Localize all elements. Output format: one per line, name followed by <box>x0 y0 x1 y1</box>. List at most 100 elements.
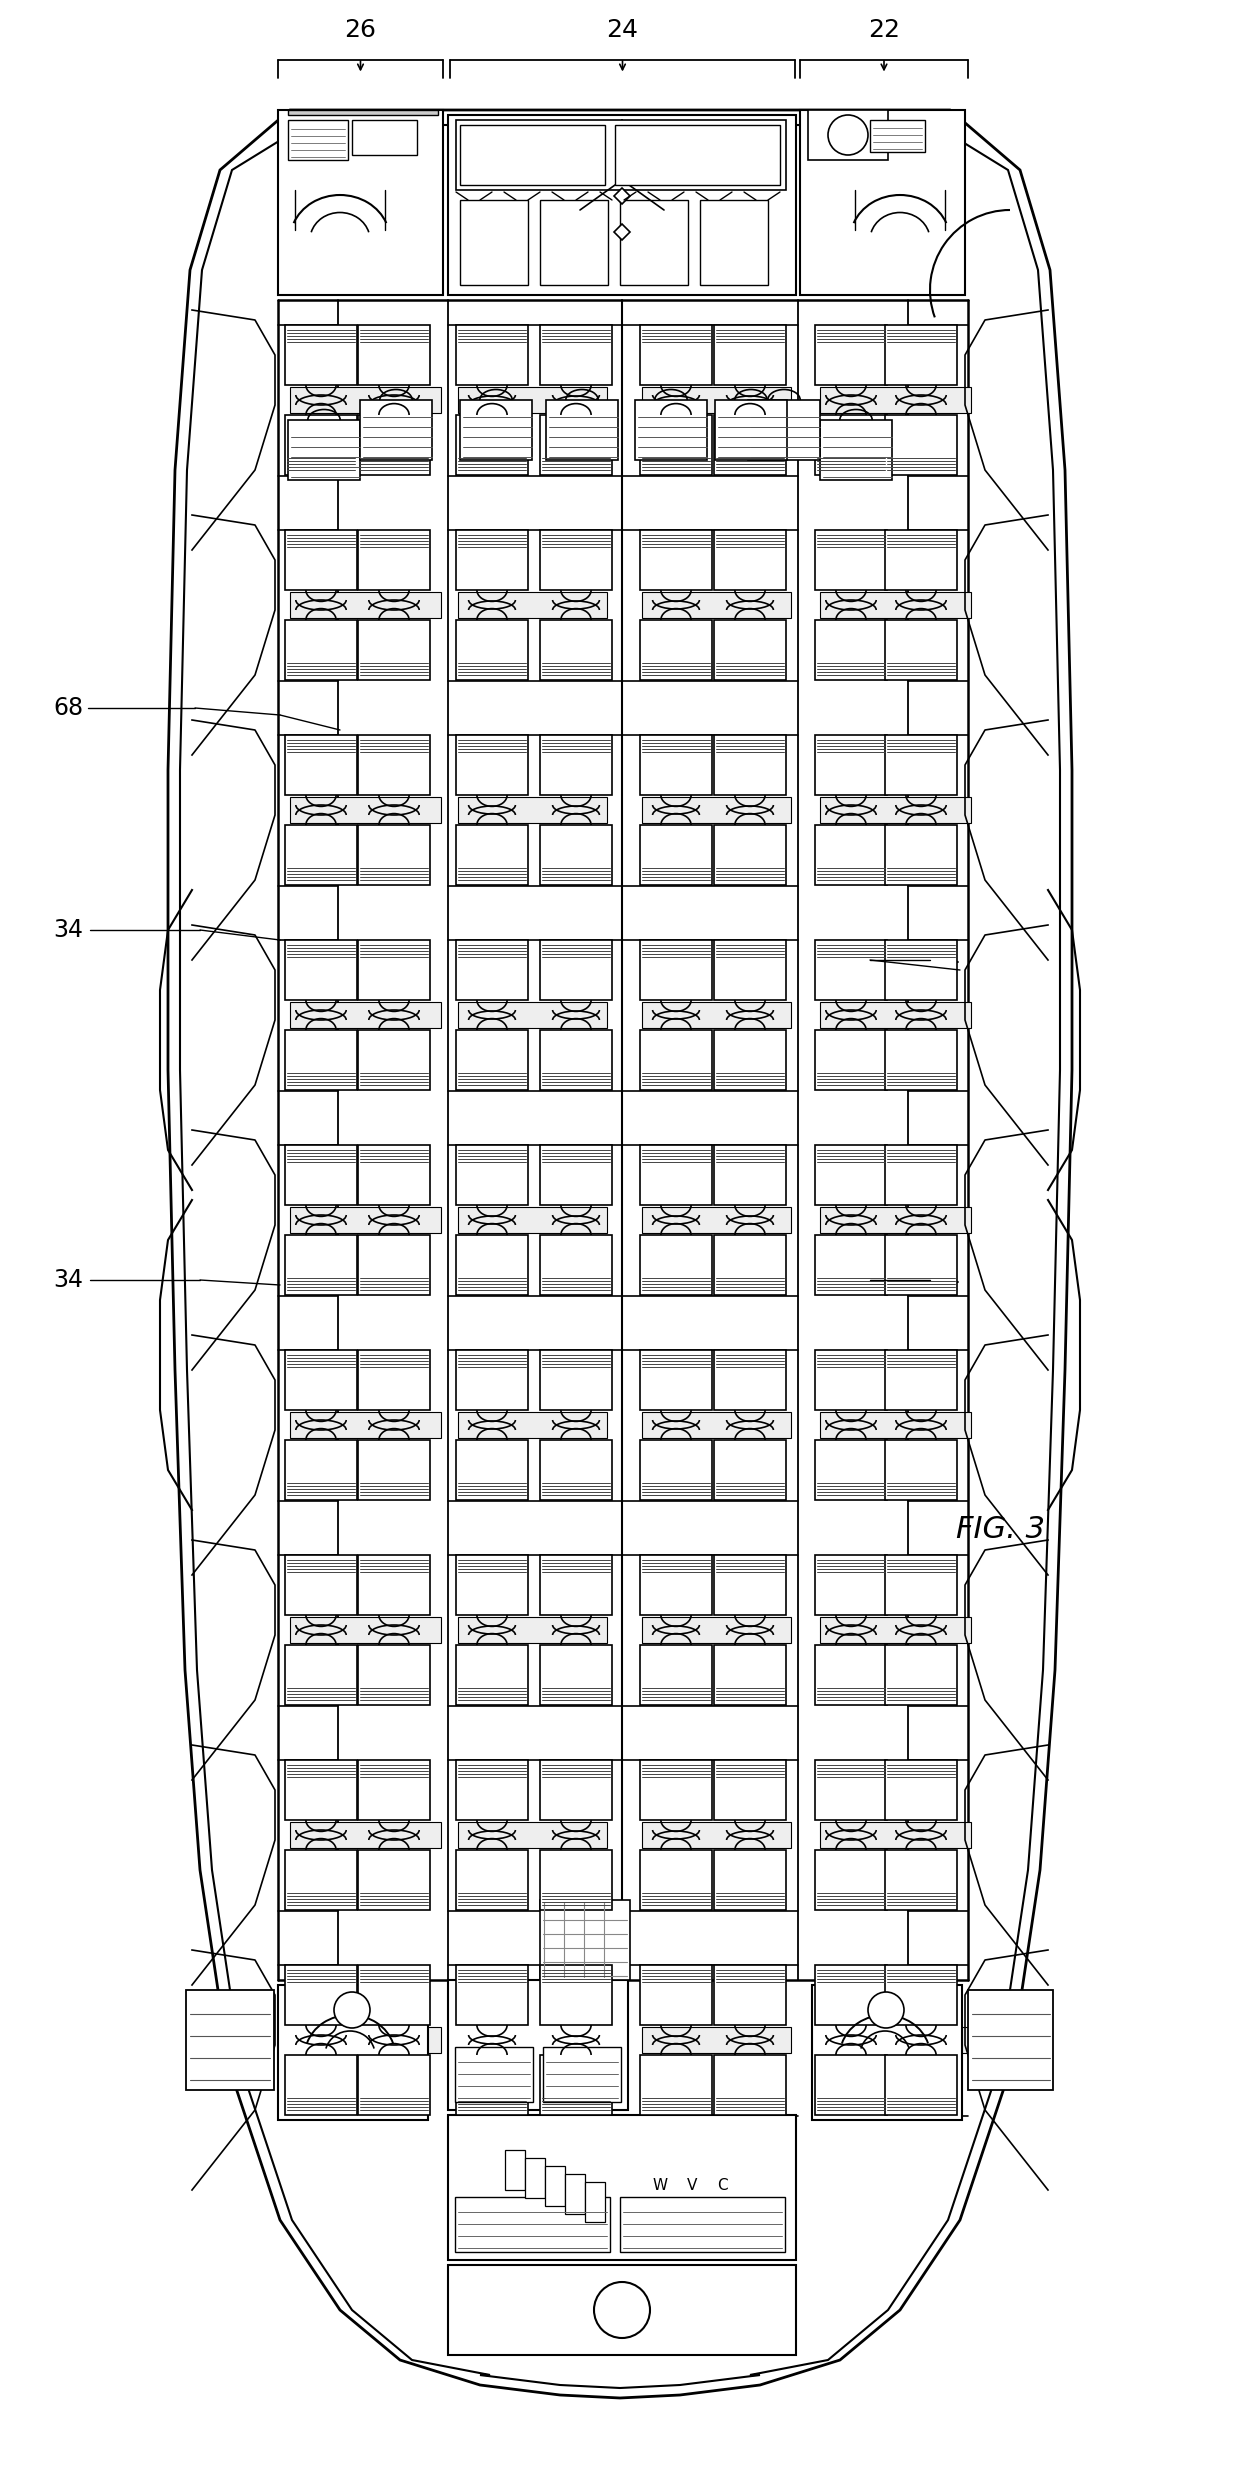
Text: 34: 34 <box>53 1267 83 1292</box>
Bar <box>820 593 971 618</box>
Bar <box>642 388 791 412</box>
Bar <box>642 2028 791 2053</box>
Bar <box>455 2196 610 2253</box>
Bar <box>448 1981 627 2109</box>
Bar <box>458 1618 608 1643</box>
Bar <box>460 200 528 284</box>
Bar <box>885 1966 957 2025</box>
Bar <box>358 1146 430 1205</box>
Bar <box>539 1030 613 1089</box>
Bar <box>714 1351 786 1410</box>
Bar <box>456 941 528 1000</box>
Bar <box>358 1351 430 1410</box>
Bar <box>640 1761 712 1820</box>
Bar <box>290 593 441 618</box>
Bar <box>714 1235 786 1294</box>
Bar <box>456 531 528 590</box>
Bar <box>642 593 791 618</box>
Bar <box>285 415 357 474</box>
Bar <box>456 2055 528 2114</box>
Bar <box>455 2048 533 2102</box>
Bar <box>640 2055 712 2114</box>
Bar <box>539 1966 613 2025</box>
Bar <box>885 1235 957 1294</box>
Bar <box>358 1235 430 1294</box>
Bar <box>285 1440 357 1499</box>
Circle shape <box>594 2282 650 2339</box>
Bar <box>815 620 887 679</box>
Bar <box>815 1235 887 1294</box>
Bar <box>714 1761 786 1820</box>
Bar <box>456 1645 528 1704</box>
Bar <box>456 1351 528 1410</box>
Bar <box>290 1823 441 1848</box>
Bar <box>358 2055 430 2114</box>
Bar <box>714 736 786 795</box>
Bar <box>290 388 441 412</box>
Bar <box>290 1208 441 1233</box>
Bar <box>885 326 957 385</box>
Polygon shape <box>614 188 630 205</box>
Text: 22: 22 <box>868 17 900 42</box>
Bar <box>885 1645 957 1704</box>
Bar <box>714 415 786 474</box>
Bar <box>358 415 430 474</box>
Bar <box>820 1413 971 1438</box>
Bar <box>456 825 528 884</box>
Bar <box>808 111 888 161</box>
Bar <box>290 1003 441 1028</box>
Bar <box>885 736 957 795</box>
Bar <box>285 1850 357 1909</box>
Bar <box>820 388 971 412</box>
Bar <box>358 1761 430 1820</box>
Bar <box>885 1556 957 1615</box>
Bar <box>815 736 887 795</box>
Bar <box>278 111 443 294</box>
Bar <box>885 941 957 1000</box>
Bar <box>539 1235 613 1294</box>
Bar <box>640 1556 712 1615</box>
Bar <box>812 1986 962 2119</box>
Bar <box>815 415 887 474</box>
Bar <box>815 1351 887 1410</box>
Bar <box>539 200 608 284</box>
Bar <box>640 1966 712 2025</box>
Bar <box>815 1556 887 1615</box>
Bar <box>642 1618 791 1643</box>
Bar <box>458 1823 608 1848</box>
Bar <box>640 736 712 795</box>
Bar <box>701 200 768 284</box>
Bar <box>290 798 441 823</box>
Bar <box>186 1991 274 2090</box>
Bar <box>285 531 357 590</box>
Bar <box>285 1556 357 1615</box>
Bar <box>815 941 887 1000</box>
Bar <box>358 620 430 679</box>
Bar <box>714 825 786 884</box>
Bar <box>539 825 613 884</box>
Bar <box>642 1003 791 1028</box>
Bar <box>640 415 712 474</box>
Bar <box>358 1556 430 1615</box>
Bar <box>539 1351 613 1410</box>
Bar <box>815 1966 887 2025</box>
Bar <box>285 1030 357 1089</box>
Bar <box>539 531 613 590</box>
Bar <box>456 1440 528 1499</box>
Bar <box>815 1146 887 1205</box>
Text: C: C <box>717 2179 728 2193</box>
Bar <box>820 1618 971 1643</box>
Bar <box>460 400 532 459</box>
Bar <box>358 1645 430 1704</box>
Bar <box>640 1235 712 1294</box>
Bar <box>360 400 432 459</box>
Bar <box>635 400 707 459</box>
Bar <box>290 2028 441 2053</box>
Circle shape <box>828 116 868 156</box>
Bar <box>456 1556 528 1615</box>
Bar <box>885 1030 957 1089</box>
Bar <box>885 1440 957 1499</box>
Bar <box>539 1899 630 1981</box>
Bar <box>885 825 957 884</box>
Text: V: V <box>687 2179 697 2193</box>
